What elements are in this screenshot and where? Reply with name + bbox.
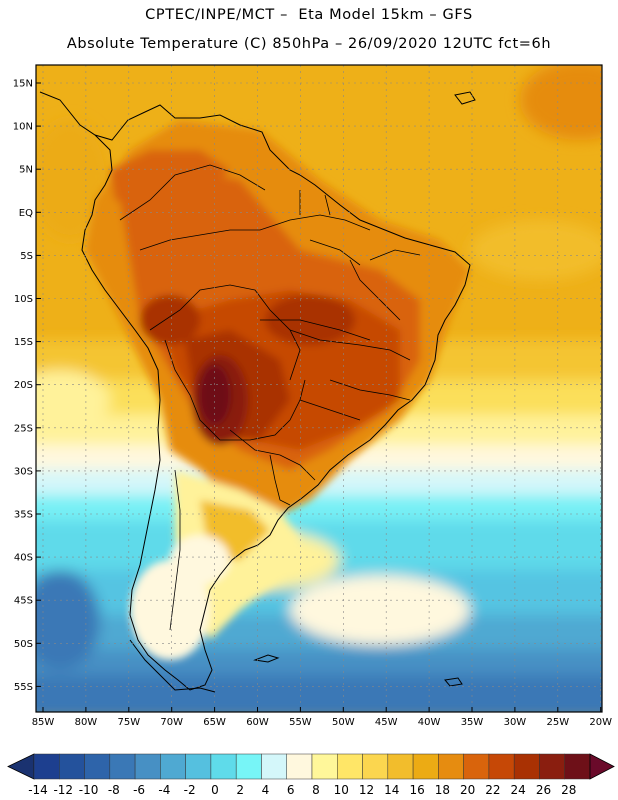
colorbar-label: 16: [409, 783, 424, 797]
lon-label: 75W: [117, 717, 140, 728]
colorbar-label: 18: [435, 783, 450, 797]
lat-label: 5S: [20, 251, 33, 262]
lat-label: 20S: [14, 380, 33, 391]
colorbar-label: 12: [359, 783, 374, 797]
colorbar-label: 4: [262, 783, 270, 797]
colorbar-swatch: [539, 753, 565, 780]
lon-label: 60W: [246, 717, 269, 728]
colorbar-label: 14: [384, 783, 399, 797]
colorbar-swatch: [438, 753, 464, 780]
colorbar-swatch: [387, 753, 414, 780]
map-frame: [35, 64, 603, 713]
lon-label: 40W: [418, 717, 441, 728]
colorbar-swatch: [261, 753, 287, 780]
lat-label: 10S: [14, 294, 33, 305]
colorbar-label: -14: [28, 783, 48, 797]
lat-label: 45S: [14, 596, 33, 607]
chart-title-line2: Absolute Temperature (C) 850hPa – 26/09/…: [66, 36, 552, 52]
colorbar-swatch: [513, 753, 540, 780]
lat-label: 5N: [19, 165, 33, 176]
colorbar-label: -4: [158, 783, 170, 797]
lat-label: EQ: [19, 208, 33, 219]
lon-label: 65W: [203, 717, 226, 728]
lon-label: 30W: [504, 717, 527, 728]
lon-label: 45W: [375, 717, 398, 728]
colorbar-label: -6: [133, 783, 145, 797]
colorbar-label: 10: [334, 783, 349, 797]
longitude-labels: 85W 80W 75W 70W 65W 60W 55W 50W 45W 40W 35W 30W 25W 2…: [32, 707, 612, 728]
colorbar-swatch: [463, 753, 490, 780]
coastline: [39, 91, 476, 693]
colorbar-label: -10: [79, 783, 99, 797]
colorbar-label: -2: [184, 783, 196, 797]
latitude-labels: 15N 10N 5N EQ 5S 10S 15S 20S 25S 30S 35S 40S 45S 50S 5…: [13, 79, 41, 693]
colorbar-swatch: [235, 753, 262, 780]
colorbar-swatch: [564, 753, 591, 780]
lat-label: 55S: [14, 682, 33, 693]
lon-label: 20W: [589, 717, 612, 728]
colorbar-label: -12: [53, 783, 73, 797]
colorbar: -14 -12 -10 -8 -6 -4 -2 0 2 4 6 8 10 12 14 16 18 20 22 24 26…: [7, 753, 615, 797]
lon-label: 80W: [75, 717, 98, 728]
colorbar-label: -8: [108, 783, 120, 797]
lon-label: 70W: [160, 717, 183, 728]
chart-title-line1: CPTEC/INPE/MCT – Eta Model 15km – GFS: [145, 7, 473, 23]
colorbar-label: 8: [312, 783, 320, 797]
lat-label: 35S: [14, 510, 33, 521]
colorbar-swatch: [337, 753, 363, 780]
colorbar-swatch: [160, 753, 186, 780]
lat-label: 15N: [13, 79, 33, 90]
colorbar-swatch: [210, 753, 237, 780]
lat-label: 25S: [14, 423, 33, 434]
colorbar-swatch: [134, 753, 161, 780]
colorbar-label: 22: [485, 783, 500, 797]
colorbar-swatch: [362, 753, 389, 780]
lon-label: 50W: [332, 717, 355, 728]
colorbar-swatch: [185, 753, 212, 780]
colorbar-label: 26: [536, 783, 551, 797]
colorbar-swatch: [286, 753, 313, 780]
lat-label: 30S: [14, 466, 33, 477]
colorbar-over-arrow: [589, 753, 615, 780]
colorbar-swatch: [412, 753, 439, 780]
colorbar-swatch: [33, 753, 60, 780]
colorbar-label: 28: [561, 783, 576, 797]
colorbar-under-arrow: [7, 753, 35, 780]
lat-label: 40S: [14, 553, 33, 564]
lon-label: 85W: [32, 717, 55, 728]
colorbar-label: 0: [211, 783, 219, 797]
lon-label: 55W: [289, 717, 312, 728]
colorbar-swatch: [311, 753, 338, 780]
colorbar-swatch: [84, 753, 111, 780]
colorbar-swatch: [109, 753, 136, 780]
lat-label: 10N: [13, 122, 33, 133]
colorbar-label: 24: [511, 783, 526, 797]
lon-label: 35W: [461, 717, 484, 728]
temperature-field: [36, 65, 602, 712]
country-borders: [119, 164, 421, 631]
colorbar-swatch: [59, 753, 85, 780]
colorbar-label: 20: [460, 783, 475, 797]
graticule: [36, 65, 602, 712]
colorbar-label: 2: [236, 783, 244, 797]
lon-label: 25W: [546, 717, 569, 728]
lat-label: 15S: [14, 337, 33, 348]
colorbar-swatch: [488, 753, 515, 780]
lat-label: 50S: [14, 639, 33, 650]
colorbar-label: 6: [287, 783, 295, 797]
